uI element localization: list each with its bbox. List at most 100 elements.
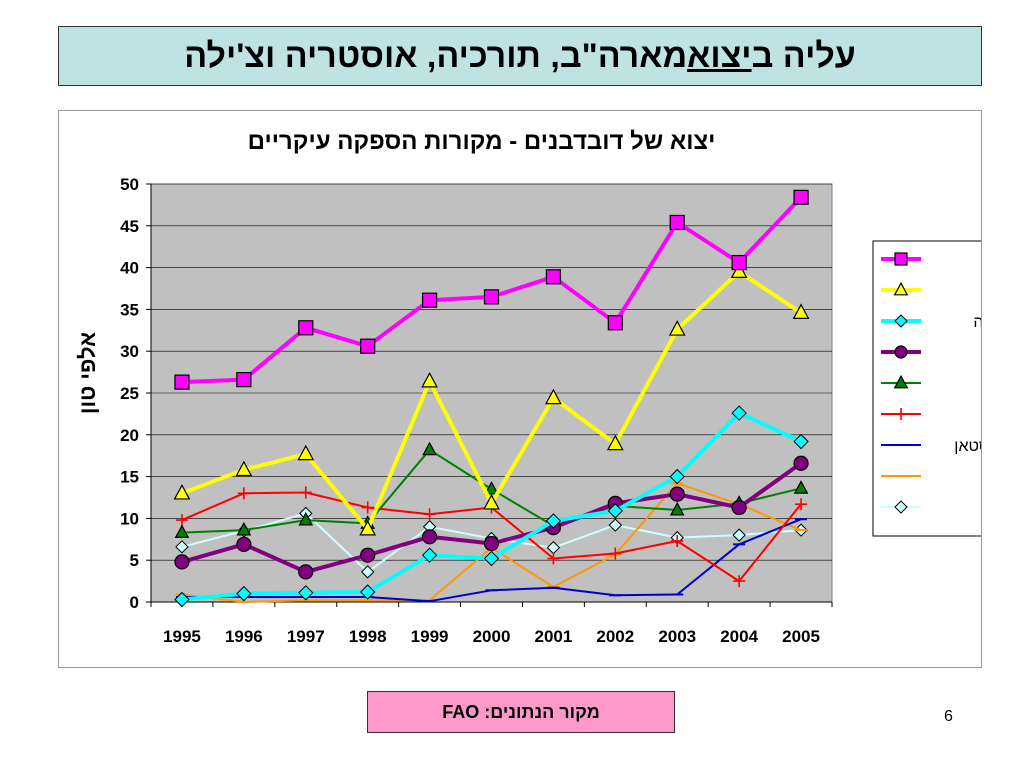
legend-entry: ספרד <box>881 374 921 389</box>
y-tick-label: 25 <box>120 384 139 403</box>
data-point <box>299 486 312 499</box>
data-point <box>731 405 747 421</box>
chart-title: יצוא של דובדבנים - מקורות הספקה עיקריים <box>248 128 716 155</box>
x-tick-label: 1999 <box>411 627 449 646</box>
data-point <box>608 518 623 532</box>
legend-entry: פולין <box>881 475 921 477</box>
x-tick-label: 1996 <box>225 627 263 646</box>
data-point <box>236 585 252 602</box>
legend-entry: אוסטריה <box>881 314 981 331</box>
data-point <box>174 524 190 539</box>
slide-title: עליה ב יצוא מארה"ב, תורכיה, אוסטריה וצ'יל… <box>58 26 982 86</box>
x-tick-label: 1997 <box>287 627 325 646</box>
legend-entry: אוזבקיסטאן <box>881 438 981 455</box>
data-point <box>298 320 314 336</box>
data-point <box>360 338 376 354</box>
data-point <box>607 315 623 331</box>
y-tick-label: 45 <box>120 217 139 236</box>
legend-box <box>872 240 981 537</box>
x-tick-label: 2001 <box>534 627 572 646</box>
data-point <box>421 371 438 388</box>
data-point <box>298 585 314 601</box>
data-point <box>793 480 809 494</box>
data-point <box>483 289 500 305</box>
data-point <box>671 534 684 547</box>
data-point <box>545 269 562 285</box>
legend-entry: צרפת <box>881 500 921 514</box>
y-tick-label: 5 <box>130 551 139 570</box>
data-point <box>174 554 190 570</box>
y-tick-label: 10 <box>120 509 139 528</box>
data-point <box>731 499 747 516</box>
data-point <box>545 388 562 405</box>
title-underlined: יצוא <box>687 36 752 75</box>
data-point <box>175 540 189 554</box>
data-point <box>359 519 377 536</box>
y-tick-label: 50 <box>120 175 139 194</box>
y-tick-label: 30 <box>120 342 139 361</box>
data-point <box>669 468 685 485</box>
y-tick-label: 35 <box>120 300 139 319</box>
data-point <box>669 214 685 231</box>
data-point <box>669 486 685 502</box>
data-point <box>792 303 810 319</box>
data-point <box>237 487 250 500</box>
source-label: מקור הנתונים: FAO <box>442 701 600 722</box>
title-pre: עליה ב <box>751 36 856 75</box>
data-point <box>360 565 375 579</box>
data-point <box>669 501 685 516</box>
data-point <box>423 508 436 521</box>
page-number: 6 <box>944 708 953 725</box>
y-tick-label: 20 <box>120 426 139 445</box>
x-tick-label: 2004 <box>720 627 758 646</box>
x-tick-label: 2002 <box>596 627 634 646</box>
data-point <box>730 262 748 278</box>
legend-swatch-marker <box>894 500 908 514</box>
data-point <box>360 547 376 563</box>
title-post: מארה"ב, תורכיה, אוסטריה וצ'ילה <box>184 36 688 75</box>
legend-entry: תורכיה <box>881 281 921 296</box>
data-point <box>236 372 252 388</box>
data-point <box>174 591 190 608</box>
y-tick-label: 15 <box>120 468 139 487</box>
data-point <box>733 575 746 588</box>
cherry-export-chart: יצוא של דובדבנים - מקורות הספקה עיקריים 0… <box>75 128 981 646</box>
data-point <box>483 494 500 510</box>
data-point <box>422 441 437 456</box>
data-point <box>606 434 624 451</box>
series-תורכיה <box>173 262 810 536</box>
legend-entry: צ'ילה <box>881 345 921 359</box>
legend-swatch-marker <box>893 281 909 296</box>
legend-entry: איטליה <box>881 408 921 420</box>
data-point <box>236 536 252 552</box>
data-point <box>668 320 686 336</box>
data-point <box>421 292 438 308</box>
data-point <box>421 547 438 563</box>
data-point <box>793 433 809 450</box>
data-point <box>236 521 252 536</box>
legend-swatch-marker <box>893 374 909 389</box>
data-point <box>607 503 624 519</box>
x-tick-label: 2005 <box>782 627 820 646</box>
data-point <box>545 513 562 529</box>
y-axis-label: אלפי טון <box>75 332 100 414</box>
data-point <box>298 511 314 526</box>
data-point <box>795 498 808 511</box>
legend-swatch-marker <box>894 252 908 266</box>
data-point <box>483 535 500 552</box>
x-tick-label: 2003 <box>658 627 696 646</box>
series-ארה"ב <box>174 189 809 390</box>
x-tick-label: 2000 <box>473 627 511 646</box>
data-point <box>731 254 747 271</box>
legend-label: אוזבקיסטאן <box>954 438 981 455</box>
data-point <box>298 564 314 580</box>
chart-frame: יצוא של דובדבנים - מקורות הספקה עיקריים 0… <box>58 110 982 668</box>
data-point <box>793 455 809 471</box>
data-point <box>173 484 191 500</box>
data-point <box>174 374 190 390</box>
source-box: מקור הנתונים: FAO <box>367 691 675 733</box>
data-point <box>421 529 438 545</box>
data-point <box>732 528 746 542</box>
series-אוסטריה <box>174 405 809 608</box>
legend-swatch-marker <box>895 408 907 420</box>
